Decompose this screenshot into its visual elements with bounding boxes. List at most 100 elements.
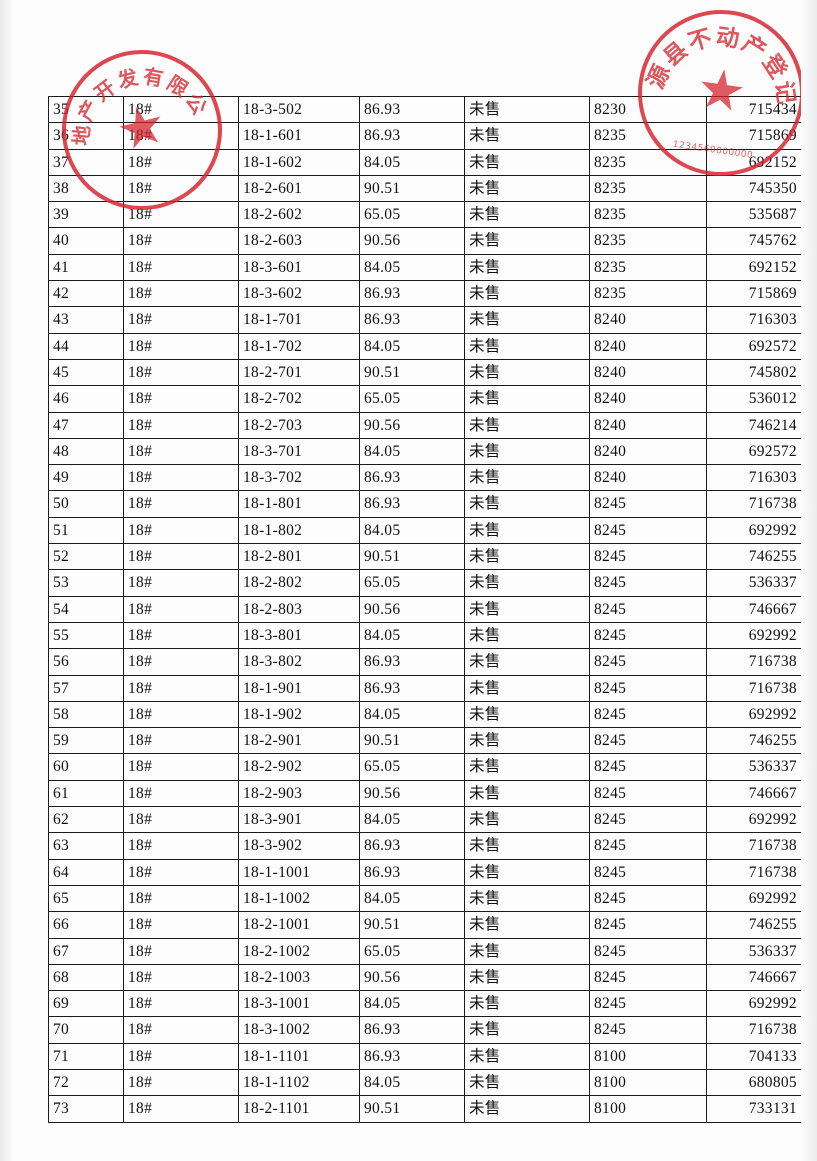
cell-room: 18-3-701 xyxy=(238,437,360,466)
table-row: 37 18# 18-1-602 84.05 未售 8235 692152 xyxy=(48,148,802,176)
cell-room: 18-2-601 xyxy=(238,174,360,203)
cell-building: 18# xyxy=(123,569,239,597)
cell-unit-price: 8235 xyxy=(589,201,707,229)
cell-area: 86.93 xyxy=(359,490,465,518)
table-row: 56 18# 18-3-802 86.93 未售 8245 716738 xyxy=(48,648,802,676)
cell-unit-price: 8245 xyxy=(589,648,707,676)
cell-status: 未售 xyxy=(464,648,590,676)
cell-building: 18# xyxy=(123,963,239,992)
cell-status: 未售 xyxy=(464,779,590,808)
cell-status: 未售 xyxy=(464,148,590,176)
cell-room: 18-1-1101 xyxy=(238,1042,360,1070)
cell-status: 未售 xyxy=(464,753,590,781)
cell-total-price: 692152 xyxy=(706,148,802,176)
table-row: 62 18# 18-3-901 84.05 未售 8245 692992 xyxy=(48,806,802,834)
cell-room: 18-2-902 xyxy=(238,753,360,781)
cell-unit-price: 8245 xyxy=(589,779,707,808)
cell-status: 未售 xyxy=(464,1095,590,1123)
cell-unit-price: 8240 xyxy=(589,358,707,387)
cell-area: 86.93 xyxy=(359,280,465,308)
cell-unit-price: 8245 xyxy=(589,621,707,650)
cell-total-price: 746667 xyxy=(706,963,802,992)
cell-index: 47 xyxy=(48,411,124,439)
cell-building: 18# xyxy=(123,543,239,571)
cell-unit-price: 8235 xyxy=(589,174,707,203)
cell-room: 18-3-902 xyxy=(238,832,360,860)
cell-building: 18# xyxy=(123,1042,239,1070)
cell-unit-price: 8245 xyxy=(589,858,707,886)
cell-index: 44 xyxy=(48,332,124,360)
cell-area: 86.93 xyxy=(359,306,465,334)
cell-unit-price: 8245 xyxy=(589,937,707,965)
cell-total-price: 745762 xyxy=(706,227,802,255)
cell-building: 18# xyxy=(123,411,239,439)
cell-total-price: 745350 xyxy=(706,174,802,203)
cell-area: 84.05 xyxy=(359,332,465,360)
cell-room: 18-2-1003 xyxy=(238,963,360,992)
table-row: 63 18# 18-3-902 86.93 未售 8245 716738 xyxy=(48,832,802,860)
cell-index: 68 xyxy=(48,963,124,992)
cell-building: 18# xyxy=(123,516,239,545)
cell-building: 18# xyxy=(123,227,239,255)
table-row: 39 18# 18-2-602 65.05 未售 8235 535687 xyxy=(48,201,802,229)
cell-unit-price: 8245 xyxy=(589,806,707,834)
cell-status: 未售 xyxy=(464,621,590,650)
cell-building: 18# xyxy=(123,858,239,886)
cell-status: 未售 xyxy=(464,95,590,124)
table-row: 54 18# 18-2-803 90.56 未售 8245 746667 xyxy=(48,595,802,623)
cell-total-price: 680805 xyxy=(706,1068,802,1097)
cell-unit-price: 8235 xyxy=(589,227,707,255)
cell-total-price: 536012 xyxy=(706,385,802,413)
table-row: 64 18# 18-1-1001 86.93 未售 8245 716738 xyxy=(48,858,802,886)
cell-area: 86.93 xyxy=(359,648,465,676)
table-row: 60 18# 18-2-902 65.05 未售 8245 536337 xyxy=(48,753,802,781)
cell-index: 62 xyxy=(48,806,124,834)
cell-index: 50 xyxy=(48,490,124,518)
cell-area: 86.93 xyxy=(359,95,465,124)
cell-room: 18-3-602 xyxy=(238,280,360,308)
cell-index: 53 xyxy=(48,569,124,597)
cell-room: 18-3-801 xyxy=(238,621,360,650)
property-listing-table: 35 18# 18-3-502 86.93 未售 8230 715434 36 18# 18-1-… xyxy=(48,95,802,1123)
cell-room: 18-2-1002 xyxy=(238,937,360,965)
cell-area: 90.51 xyxy=(359,727,465,755)
cell-room: 18-2-701 xyxy=(238,358,360,387)
cell-index: 40 xyxy=(48,227,124,255)
cell-total-price: 746667 xyxy=(706,779,802,808)
cell-building: 18# xyxy=(123,148,239,176)
cell-building: 18# xyxy=(123,753,239,781)
table-row: 36 18# 18-1-601 86.93 未售 8235 715869 xyxy=(48,122,802,150)
cell-status: 未售 xyxy=(464,227,590,255)
cell-room: 18-2-903 xyxy=(238,779,360,808)
cell-total-price: 746214 xyxy=(706,411,802,439)
cell-status: 未售 xyxy=(464,543,590,571)
cell-status: 未售 xyxy=(464,385,590,413)
cell-building: 18# xyxy=(123,990,239,1018)
cell-unit-price: 8100 xyxy=(589,1042,707,1070)
cell-unit-price: 8245 xyxy=(589,674,707,702)
cell-status: 未售 xyxy=(464,595,590,623)
cell-unit-price: 8245 xyxy=(589,753,707,781)
cell-unit-price: 8100 xyxy=(589,1095,707,1123)
table-row: 73 18# 18-2-1101 90.51 未售 8100 733131 xyxy=(48,1095,802,1123)
cell-total-price: 716738 xyxy=(706,858,802,886)
cell-total-price: 692992 xyxy=(706,884,802,913)
cell-total-price: 692572 xyxy=(706,332,802,360)
cell-room: 18-1-701 xyxy=(238,306,360,334)
cell-total-price: 746255 xyxy=(706,911,802,939)
cell-status: 未售 xyxy=(464,990,590,1018)
cell-unit-price: 8245 xyxy=(589,490,707,518)
cell-index: 46 xyxy=(48,385,124,413)
cell-total-price: 692992 xyxy=(706,990,802,1018)
cell-unit-price: 8245 xyxy=(589,990,707,1018)
cell-total-price: 692992 xyxy=(706,621,802,650)
cell-room: 18-1-602 xyxy=(238,148,360,176)
cell-building: 18# xyxy=(123,806,239,834)
cell-total-price: 704133 xyxy=(706,1042,802,1070)
cell-index: 41 xyxy=(48,253,124,282)
cell-building: 18# xyxy=(123,832,239,860)
cell-index: 58 xyxy=(48,700,124,729)
cell-status: 未售 xyxy=(464,832,590,860)
cell-total-price: 716738 xyxy=(706,674,802,702)
table-row: 58 18# 18-1-902 84.05 未售 8245 692992 xyxy=(48,700,802,729)
